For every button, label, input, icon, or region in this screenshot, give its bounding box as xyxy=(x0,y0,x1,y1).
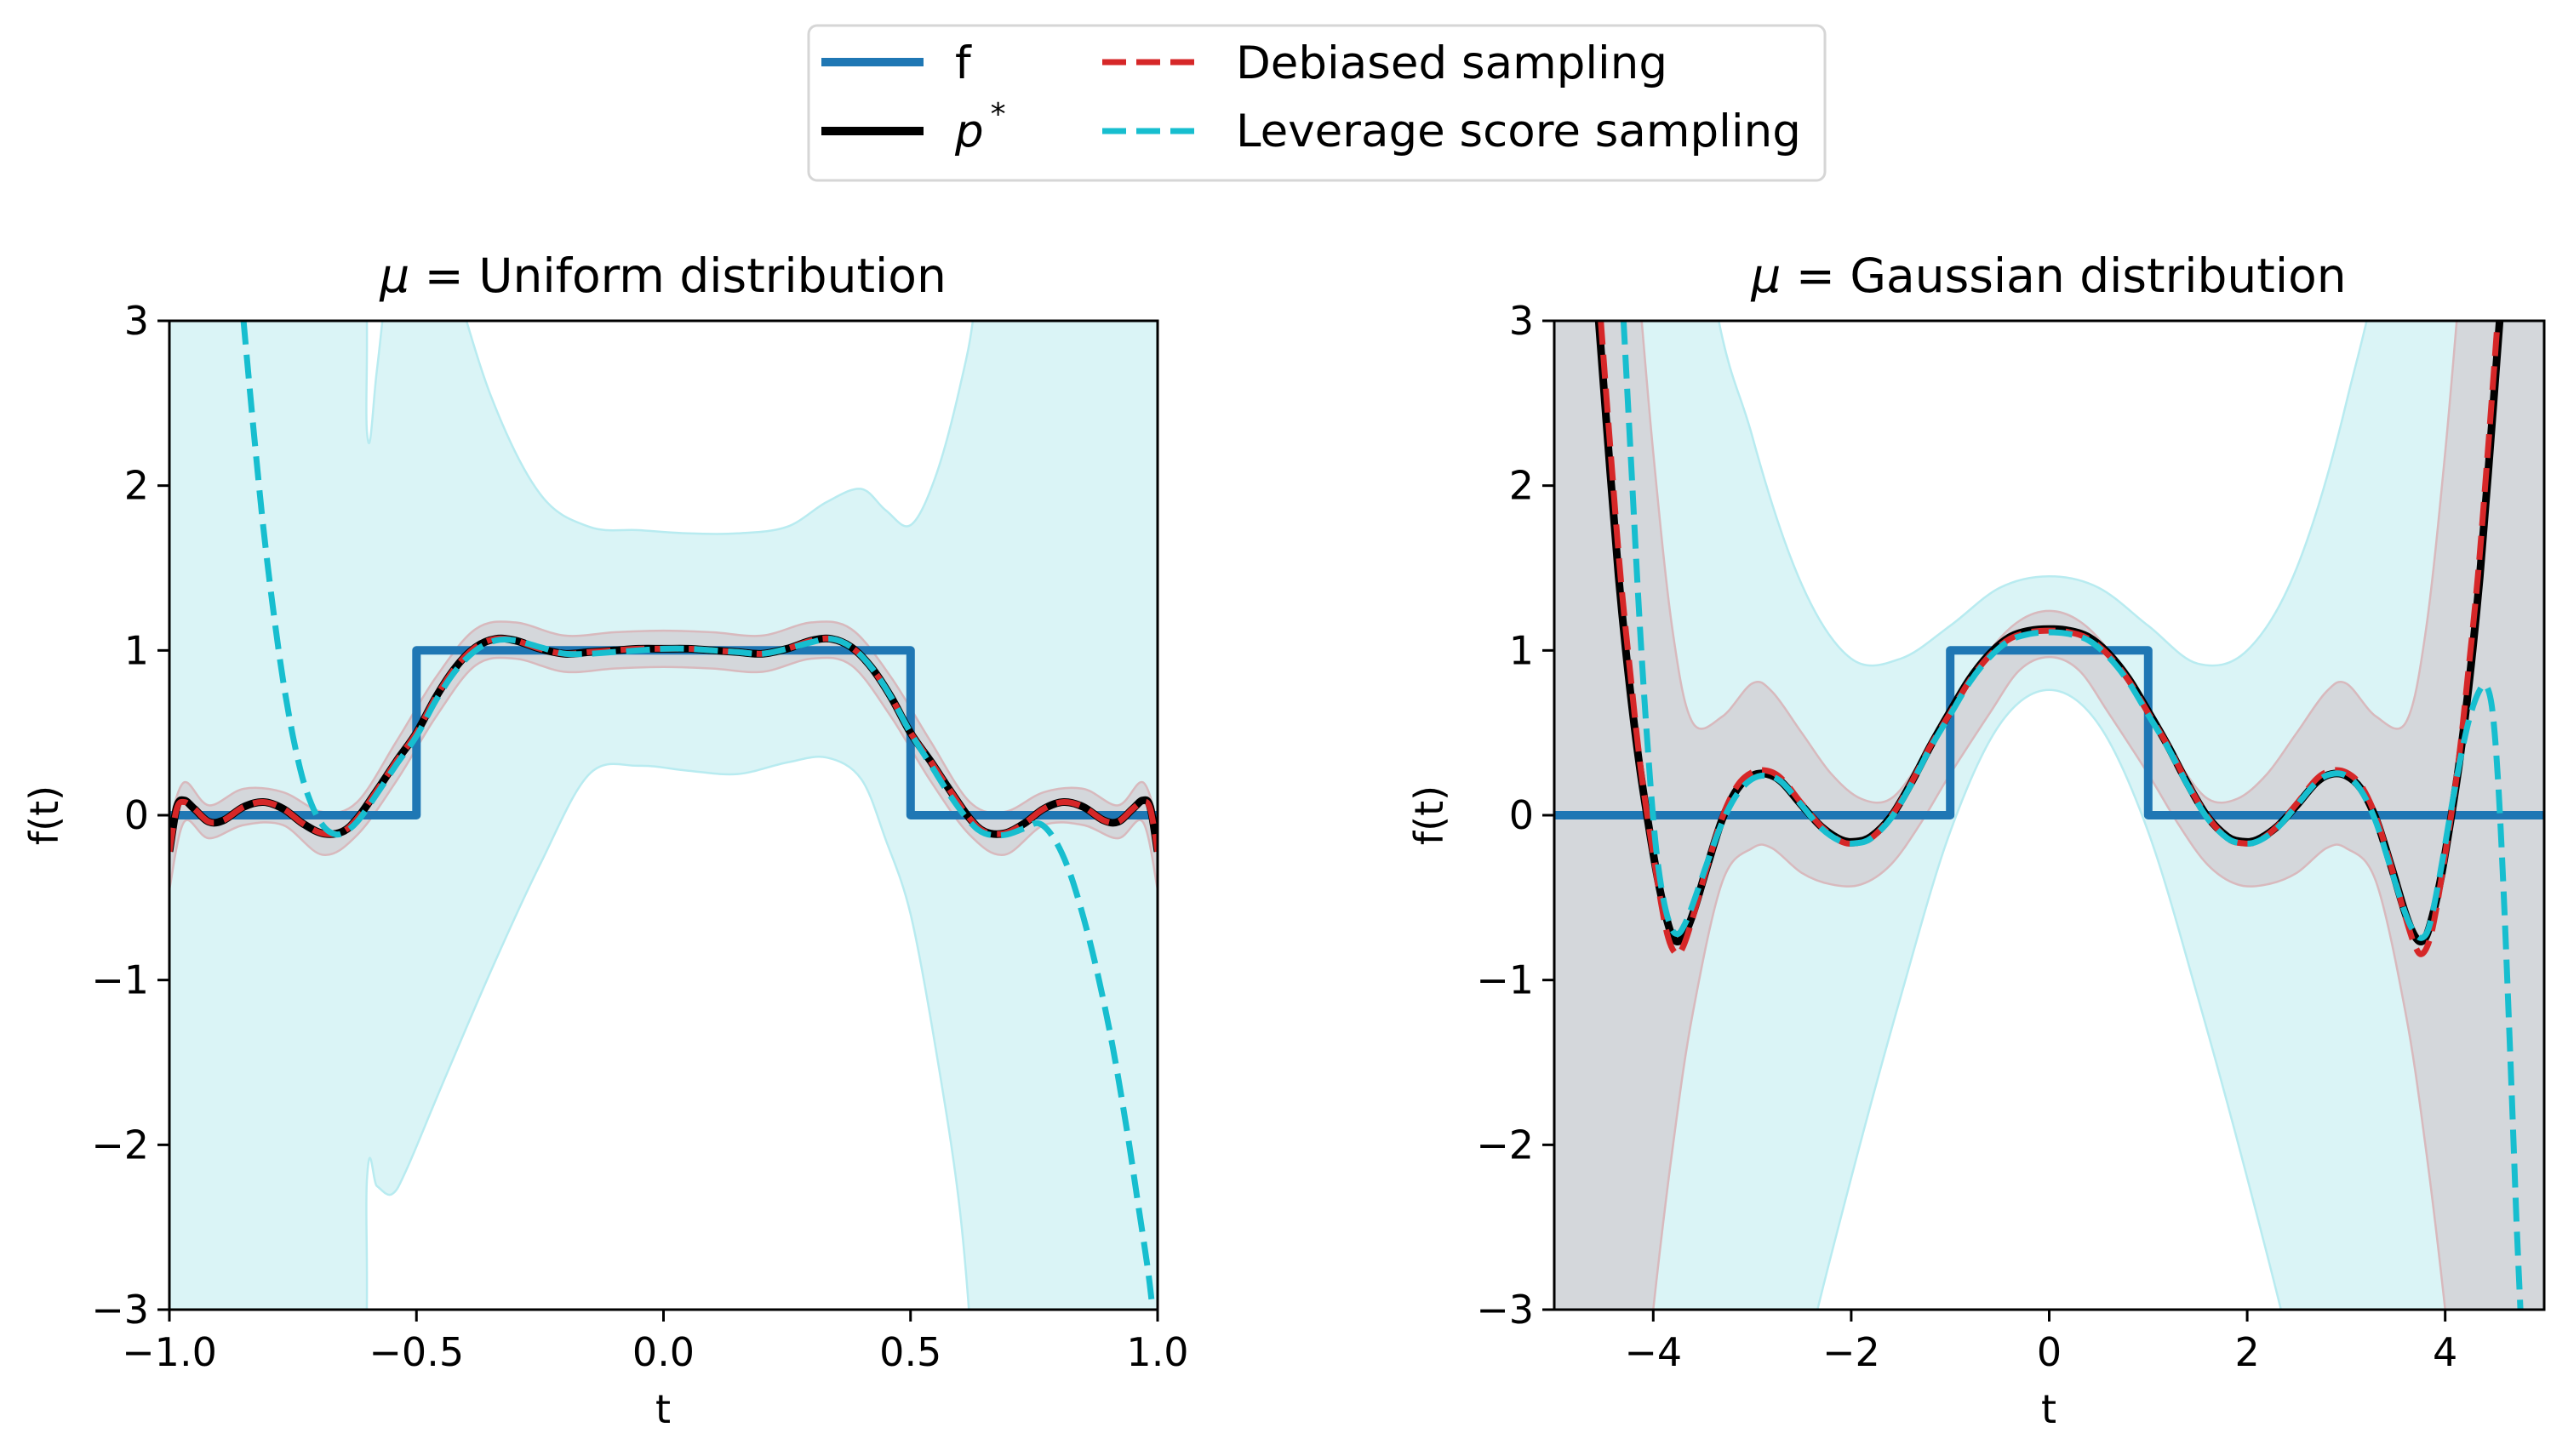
title-mu: μ xyxy=(1750,248,1781,303)
band-edge-lower-debiased-sampling-ci xyxy=(1652,655,2446,1310)
y-tick-label: −1 xyxy=(91,957,149,1003)
panel-title: μ = Uniform distribution xyxy=(379,248,947,303)
x-tick-label: −2 xyxy=(1822,1329,1880,1375)
legend-frame xyxy=(807,24,1827,182)
x-tick-label: 0.0 xyxy=(632,1329,695,1375)
title-text: = Gaussian distribution xyxy=(1781,248,2346,303)
y-tick-label: −1 xyxy=(1476,957,1534,1003)
x-tick-label: 0.5 xyxy=(879,1329,941,1375)
panel-gaussian: μ = Gaussian distribution −4 −2 0 2 4 −3 −2 −1 0… xyxy=(1406,248,2546,1432)
ticks: −1.0 −0.5 0.0 0.5 1.0 −3 −2 −1 0 1 2 3 xyxy=(91,298,1188,1375)
legend-label-f: f xyxy=(955,37,972,89)
y-tick-label: −2 xyxy=(91,1122,149,1168)
band-leverage-score-sampling-ci xyxy=(1554,321,2544,1310)
legend-label-debiased: Debiased sampling xyxy=(1236,37,1667,89)
band-edge-upper-leverage-score-sampling-ci xyxy=(1718,321,2368,667)
panel-uniform: μ = Uniform distribution −1.0 −0.5 0.0 0.5 1… xyxy=(21,248,1189,1432)
y-tick-label: 1 xyxy=(124,627,149,673)
x-tick-label: −1.0 xyxy=(122,1329,217,1375)
y-tick-label: −2 xyxy=(1476,1122,1534,1168)
y-tick-label: 0 xyxy=(1509,792,1534,838)
x-tick-label: 1.0 xyxy=(1126,1329,1188,1375)
band-edge-upper-debiased-sampling-ci xyxy=(1640,321,2458,804)
x-tick-label: −4 xyxy=(1624,1329,1682,1375)
title-mu: μ xyxy=(379,248,409,303)
ticks: −4 −2 0 2 4 −3 −2 −1 0 1 2 3 xyxy=(1476,298,2457,1375)
title-text: = Uniform distribution xyxy=(409,248,947,303)
panel-title: μ = Gaussian distribution xyxy=(1750,248,2346,303)
y-tick-label: 2 xyxy=(124,463,149,509)
x-tick-label: 2 xyxy=(2234,1329,2259,1375)
plot-area xyxy=(1554,321,2544,1310)
y-tick-label: 3 xyxy=(1509,298,1534,344)
x-axis-label: t xyxy=(655,1386,671,1432)
band-edge-lower-debiased-sampling-ci xyxy=(169,656,1158,890)
band-edge-lower-leverage-score-sampling-ci xyxy=(365,756,970,1310)
x-tick-label: 4 xyxy=(2433,1329,2457,1375)
legend-label-p-star-sup: * xyxy=(991,97,1006,132)
y-axis-label: f(t) xyxy=(21,785,67,845)
series-line-f xyxy=(1554,646,2544,819)
series-line-leverage-score-sampling xyxy=(1620,321,2524,1310)
x-axis-label: t xyxy=(2041,1386,2056,1432)
y-tick-label: 3 xyxy=(124,298,149,344)
y-tick-label: 0 xyxy=(124,792,149,838)
y-tick-label: −3 xyxy=(1476,1287,1534,1333)
legend-label-p-star-base: p xyxy=(954,106,984,157)
y-tick-label: 2 xyxy=(1509,463,1534,509)
band-edge-upper-leverage-score-sampling-ci xyxy=(365,321,975,535)
x-tick-label: −0.5 xyxy=(369,1329,464,1375)
band-edge-upper-debiased-sampling-ci xyxy=(169,620,1158,825)
legend-label-leverage: Leverage score sampling xyxy=(1236,106,1801,157)
y-tick-label: −3 xyxy=(91,1287,149,1333)
y-tick-label: 1 xyxy=(1509,627,1534,673)
legend: f p * Debiased sampling Leverage score sa… xyxy=(807,24,1827,182)
x-tick-label: 0 xyxy=(2037,1329,2062,1375)
legend-label-p-star: p * xyxy=(954,97,1006,157)
band-leverage-score-sampling-ci xyxy=(169,321,1158,1310)
plot-area xyxy=(169,321,1158,1310)
y-axis-label: f(t) xyxy=(1406,785,1452,845)
